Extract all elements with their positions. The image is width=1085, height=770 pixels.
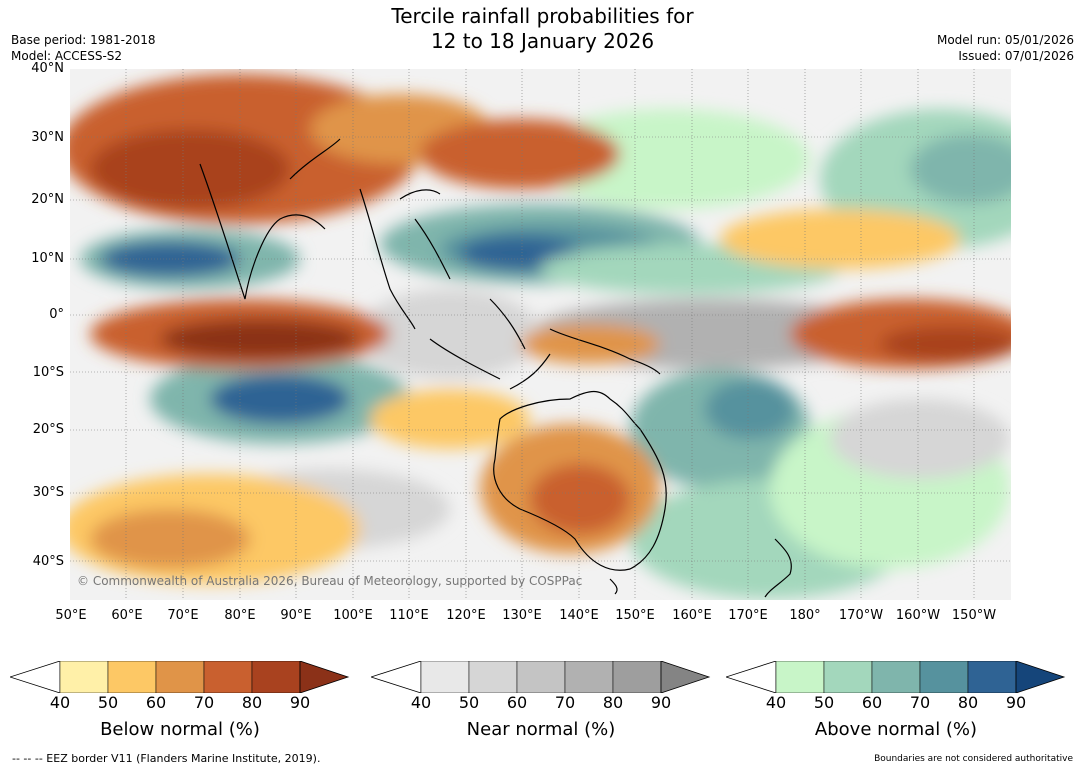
model-text: Model: ACCESS-S2 — [11, 49, 123, 63]
lat-label: 20°N — [31, 192, 64, 207]
colorbar-near-normal — [371, 661, 711, 693]
colorbar-below-segment — [59, 661, 109, 693]
colorbar-below-normal — [10, 661, 350, 693]
colorbar-above-upper-extension — [1015, 661, 1066, 693]
eez-border-note: -- -- -- EEZ border V11 (Flanders Marine… — [12, 752, 321, 765]
lon-label: 70°E — [167, 608, 199, 623]
colorbar-near-segment — [468, 661, 518, 693]
boundaries-disclaimer: Boundaries are not considered authoritat… — [874, 754, 1073, 764]
colorbar-near-segment — [420, 661, 470, 693]
lat-label: 0° — [49, 307, 64, 322]
colorbar-below-segment — [251, 661, 301, 693]
colorbar-near-title: Near normal (%) — [466, 719, 616, 740]
lon-label: 80°E — [224, 608, 256, 623]
colorbar-tick: 60 — [506, 693, 528, 712]
lon-label: 180° — [789, 608, 821, 623]
colorbar-tick: 80 — [602, 693, 624, 712]
colorbar-tick: 80 — [957, 693, 979, 712]
lon-label: 90°E — [280, 608, 312, 623]
colorbar-above-segment — [967, 661, 1017, 693]
lat-label: 10°N — [31, 251, 64, 266]
meta-right: Model run: 05/01/2026 Issued: 07/01/2026 — [937, 32, 1074, 64]
colorbar-tick: 70 — [193, 693, 215, 712]
colorbar-tick: 50 — [458, 693, 480, 712]
lat-label: 30°S — [32, 485, 64, 500]
lat-label: 10°S — [32, 365, 64, 380]
lon-label: 140°E — [559, 608, 599, 623]
lat-label: 30°N — [31, 130, 64, 145]
chart-title: Tercile rainfall probabilities for 12 to… — [0, 4, 1085, 54]
model-run-text: Model run: 05/01/2026 — [936, 33, 1074, 47]
lon-label: 110°E — [389, 608, 429, 623]
colorbar-below-segment — [107, 661, 157, 693]
probability-field — [70, 74, 1011, 599]
lon-label: 100°E — [333, 608, 373, 623]
title-line-2: 12 to 18 January 2026 — [430, 29, 655, 53]
colorbar-near-segment — [612, 661, 662, 693]
colorbar-tick: 60 — [861, 693, 883, 712]
lon-label: 160°E — [672, 608, 712, 623]
colorbar-tick: 90 — [1005, 693, 1027, 712]
colorbar-above-normal — [726, 661, 1066, 693]
colorbar-tick: 90 — [650, 693, 672, 712]
colorbar-near-upper-extension — [660, 661, 711, 693]
gridlines — [70, 69, 1011, 600]
coastlines — [199, 138, 792, 598]
colorbar-tick: 40 — [765, 693, 787, 712]
lon-label: 150°E — [615, 608, 655, 623]
issued-text: Issued: 07/01/2026 — [958, 49, 1074, 63]
colorbar-below-lower-extension — [10, 661, 61, 693]
colorbar-near-segment — [564, 661, 614, 693]
lon-label: 170°W — [838, 608, 884, 623]
lat-label: 40°S — [32, 554, 64, 569]
copyright-text: © Commonwealth of Australia 2026, Bureau… — [77, 574, 583, 588]
colorbar-near-lower-extension — [371, 661, 422, 693]
lon-label: 60°E — [111, 608, 143, 623]
lon-label: 160°W — [895, 608, 941, 623]
colorbar-below-upper-extension — [299, 661, 350, 693]
colorbar-tick: 50 — [97, 693, 119, 712]
colorbar-above-lower-extension — [726, 661, 777, 693]
colorbar-above-title: Above normal (%) — [814, 719, 978, 740]
lon-label: 170°E — [728, 608, 768, 623]
colorbar-tick: 60 — [145, 693, 167, 712]
lat-label: 40°N — [31, 61, 64, 76]
colorbar-tick: 70 — [554, 693, 576, 712]
colorbar-tick: 80 — [241, 693, 263, 712]
colorbar-tick: 50 — [813, 693, 835, 712]
colorbar-tick: 70 — [909, 693, 931, 712]
map-svg — [70, 69, 1011, 600]
title-line-1: Tercile rainfall probabilities for — [391, 4, 694, 28]
colorbar-below-segment — [203, 661, 253, 693]
colorbar-tick: 90 — [289, 693, 311, 712]
colorbar-above-segment — [919, 661, 969, 693]
colorbar-tick: 40 — [410, 693, 432, 712]
meta-left: Base period: 1981-2018 Model: ACCESS-S2 — [11, 32, 156, 64]
lat-label: 20°S — [32, 422, 64, 437]
colorbar-above-segment — [775, 661, 825, 693]
lon-label: 50°E — [55, 608, 87, 623]
lon-label: 120°E — [446, 608, 486, 623]
base-period-text: Base period: 1981-2018 — [11, 33, 156, 47]
lon-label: 150°W — [951, 608, 997, 623]
colorbar-below-segment — [155, 661, 205, 693]
rainfall-probability-map[interactable] — [70, 69, 1011, 600]
colorbar-below-title: Below normal (%) — [100, 719, 260, 740]
colorbar-above-segment — [871, 661, 921, 693]
colorbar-tick: 40 — [49, 693, 71, 712]
lon-label: 130°E — [502, 608, 542, 623]
colorbar-above-segment — [823, 661, 873, 693]
colorbar-near-segment — [516, 661, 566, 693]
